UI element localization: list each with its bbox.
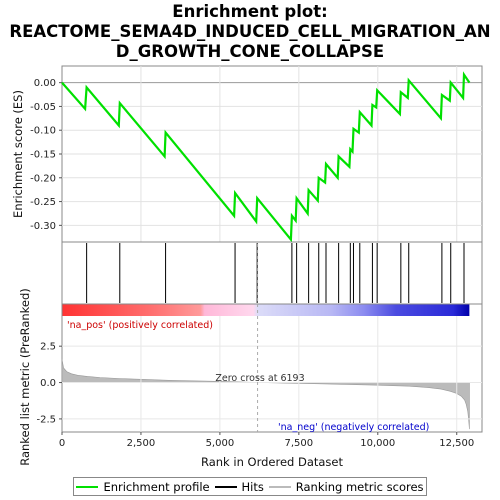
rank-x-tick-label: 10,000 [360,438,395,449]
neg-label: 'na_neg' (negatively correlated) [278,422,429,433]
rank-x-tick-label: 2,500 [127,438,156,449]
legend-swatch-hits [214,485,237,488]
legend: Enrichment profile Hits Ranking metric s… [73,477,427,496]
es-tick-label: -0.30 [30,221,56,232]
chart-title: Enrichment plot: REACTOME_SEMA4D_INDUCED… [0,2,500,62]
rank-y-tick-label: -2.5 [36,414,56,425]
es-tick-label: -0.15 [30,150,56,161]
rank-y-label: Ranked list metric (PreRanked) [18,288,32,466]
es-tick-label: 0.00 [34,78,56,89]
legend-item-hits: Hits [214,479,264,494]
legend-label-metric: Ranking metric scores [295,479,424,494]
rank-x-label: Rank in Ordered Dataset [201,455,344,469]
legend-label-hits: Hits [241,479,264,494]
es-tick-label: -0.20 [30,173,56,184]
ranking-metric-area [61,359,470,430]
rank-x-tick-label: 5,000 [206,438,235,449]
title-line-3: D_GROWTH_CONE_COLLAPSE [115,42,385,61]
rank-x-tick-label: 7,500 [285,438,314,449]
legend-swatch-metric [268,485,291,488]
pos-label: 'na_pos' (positively correlated) [67,320,213,331]
rank-x-tick-label: 0 [59,438,65,449]
hits-panel-frame [61,241,483,305]
es-profile-line [61,71,471,243]
rank-y-ticks: 2.5 0.0 -2.5 [36,342,62,425]
legend-label-es: Enrichment profile [103,479,210,494]
title-line-2: REACTOME_SEMA4D_INDUCED_CELL_MIGRATION_A… [9,22,491,41]
rank-y-tick-label: 2.5 [40,342,56,353]
es-tick-label: -0.25 [30,197,56,208]
es-y-ticks: 0.00 -0.05 -0.10 -0.15 -0.20 -0.25 -0.30 [30,78,62,232]
rank-x-tick-label: 12,500 [439,438,474,449]
title-line-1: Enrichment plot: [172,2,328,21]
es-tick-label: -0.05 [30,102,56,113]
rank-x-ticks: 0 2,500 5,000 7,500 10,000 12,500 [59,432,474,449]
legend-item-metric: Ranking metric scores [268,479,424,494]
legend-item-es: Enrichment profile [76,479,210,494]
es-y-label: Enrichment score (ES) [11,90,25,218]
zero-cross-label: Zero cross at 6193 [215,373,304,384]
rank-y-tick-label: 0.0 [40,378,56,389]
legend-swatch-es [76,485,99,488]
es-tick-label: -0.10 [30,126,56,137]
rank-gridlines [62,316,482,432]
rank-color-bar [62,304,470,316]
